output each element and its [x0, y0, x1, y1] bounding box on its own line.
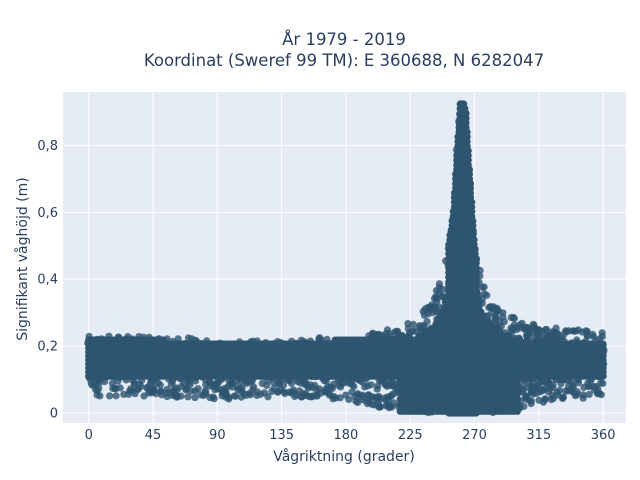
data-point [598, 332, 607, 340]
data-point [177, 392, 185, 400]
data-point [116, 384, 124, 392]
data-point [579, 394, 587, 402]
data-point [106, 392, 114, 400]
data-point [184, 393, 192, 401]
data-point [510, 314, 518, 323]
data-point [527, 400, 535, 408]
data-point [158, 391, 166, 399]
data-point [383, 326, 392, 334]
data-point [599, 349, 607, 357]
chart-title-line1: År 1979 - 2019 [282, 30, 406, 49]
data-point [599, 340, 607, 348]
data-point [600, 360, 608, 368]
data-point [597, 391, 605, 399]
data-point [232, 392, 240, 400]
data-point [201, 387, 209, 395]
data-point [433, 297, 441, 305]
data-point [556, 386, 564, 394]
data-point [137, 382, 145, 391]
data-point [423, 318, 431, 326]
data-point [209, 393, 217, 401]
data-point [559, 393, 568, 401]
data-point [373, 385, 381, 393]
data-point [500, 318, 508, 326]
data-points [84, 100, 608, 417]
data-point [95, 384, 103, 392]
data-point [480, 283, 488, 291]
data-point [112, 392, 120, 400]
data-point [483, 291, 491, 299]
data-point [194, 385, 202, 393]
data-point [541, 395, 549, 404]
data-point [409, 320, 417, 328]
data-point [520, 402, 528, 410]
data-point [367, 381, 375, 389]
data-point [96, 392, 104, 400]
data-point [345, 395, 353, 404]
data-point [350, 383, 358, 391]
chart-title-line2: Koordinat (Sweref 99 TM): E 360688, N 62… [144, 51, 544, 70]
data-point [174, 335, 182, 343]
data-point [154, 379, 162, 387]
data-point [599, 379, 607, 387]
data-point [191, 394, 199, 402]
data-point [150, 384, 158, 392]
data-point [225, 393, 233, 402]
